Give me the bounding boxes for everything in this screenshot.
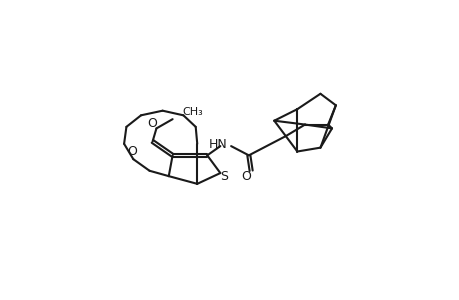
Text: HN: HN xyxy=(208,138,227,151)
Text: O: O xyxy=(241,170,251,183)
Text: S: S xyxy=(220,169,228,183)
Text: O: O xyxy=(127,145,137,158)
Text: O: O xyxy=(147,117,157,130)
Text: CH₃: CH₃ xyxy=(182,107,203,117)
